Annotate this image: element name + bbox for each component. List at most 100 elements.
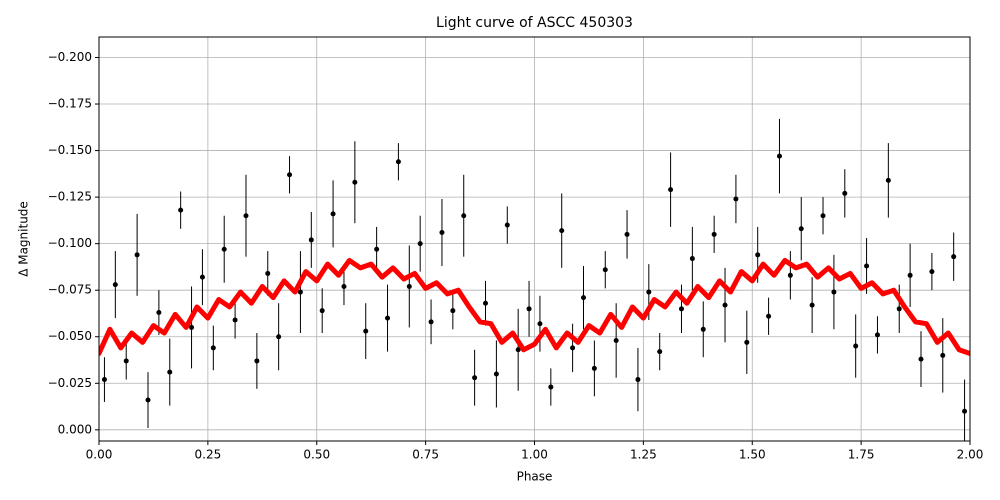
data-point bbox=[820, 213, 826, 219]
y-tick-label: −0.050 bbox=[48, 329, 92, 343]
y-tick-label: −0.175 bbox=[48, 97, 92, 111]
data-point bbox=[210, 345, 216, 351]
data-point bbox=[287, 172, 293, 178]
data-point bbox=[483, 300, 489, 306]
data-point bbox=[918, 356, 924, 362]
y-tick-label: −0.075 bbox=[48, 283, 92, 297]
data-point bbox=[167, 369, 173, 375]
y-axis-label: Δ Magnitude bbox=[17, 201, 31, 277]
data-point bbox=[809, 302, 815, 308]
data-point bbox=[678, 306, 684, 312]
data-point bbox=[504, 222, 510, 228]
x-tick-label: 0.25 bbox=[195, 448, 222, 462]
y-tick-label: −0.150 bbox=[48, 143, 92, 157]
data-point bbox=[341, 283, 347, 289]
data-point bbox=[929, 269, 935, 275]
data-point bbox=[624, 231, 630, 237]
ticks: 0.00 0.25 0.50 0.75 1.00 1.25 1.50 1.75 2.00 0.00… bbox=[48, 50, 984, 462]
data-point bbox=[744, 339, 750, 345]
data-point bbox=[428, 319, 434, 325]
x-tick-label: 0.75 bbox=[412, 448, 439, 462]
data-point bbox=[526, 306, 532, 312]
x-tick-label: 1.25 bbox=[630, 448, 657, 462]
data-point bbox=[221, 246, 227, 252]
data-point bbox=[776, 153, 782, 159]
data-point bbox=[123, 358, 129, 364]
data-point bbox=[842, 190, 848, 196]
data-point bbox=[178, 207, 184, 213]
data-point bbox=[493, 371, 499, 377]
x-tick-label: 1.75 bbox=[848, 448, 875, 462]
data-point bbox=[461, 213, 467, 219]
data-point bbox=[755, 252, 761, 258]
model-line bbox=[99, 257, 970, 356]
x-axis-label: Phase bbox=[517, 470, 553, 484]
data-point bbox=[635, 377, 641, 383]
data-point bbox=[689, 256, 695, 262]
data-point bbox=[199, 274, 205, 280]
data-point bbox=[319, 308, 325, 314]
data-point bbox=[406, 283, 412, 289]
data-point bbox=[722, 302, 728, 308]
data-point bbox=[798, 226, 804, 232]
data-point bbox=[439, 229, 445, 235]
data-point bbox=[591, 365, 597, 371]
data-point bbox=[515, 347, 521, 353]
data-point bbox=[548, 384, 554, 390]
data-point bbox=[885, 177, 891, 183]
data-point bbox=[602, 267, 608, 273]
data-point bbox=[657, 349, 663, 355]
data-point bbox=[766, 313, 772, 319]
data-point bbox=[559, 228, 565, 234]
data-point bbox=[962, 408, 968, 414]
data-point bbox=[297, 289, 303, 295]
data-point bbox=[363, 328, 369, 334]
data-point bbox=[276, 334, 282, 340]
grid bbox=[98, 37, 971, 441]
data-point bbox=[189, 324, 195, 330]
data-point bbox=[787, 272, 793, 278]
data-point bbox=[700, 326, 706, 332]
data-point bbox=[940, 352, 946, 358]
y-tick-label: −0.100 bbox=[48, 236, 92, 250]
data-point bbox=[352, 179, 358, 185]
data-point bbox=[831, 289, 837, 295]
y-tick-label: −0.025 bbox=[48, 376, 92, 390]
data-point bbox=[537, 321, 543, 327]
data-point bbox=[330, 211, 336, 217]
data-point bbox=[874, 332, 880, 338]
data-point bbox=[395, 159, 401, 165]
data-point bbox=[450, 308, 456, 314]
data-point bbox=[134, 252, 140, 258]
data-point bbox=[668, 187, 674, 193]
data-point bbox=[580, 295, 586, 301]
data-point bbox=[646, 289, 652, 295]
data-point bbox=[243, 213, 249, 219]
y-tick-label: −0.125 bbox=[48, 190, 92, 204]
plot-area bbox=[99, 118, 970, 441]
x-tick-label: 1.50 bbox=[739, 448, 766, 462]
data-point bbox=[853, 343, 859, 349]
data-point bbox=[145, 397, 151, 403]
data-point bbox=[417, 241, 423, 247]
data-point bbox=[711, 231, 717, 237]
data-point bbox=[907, 272, 913, 278]
chart-title: Light curve of ASCC 450303 bbox=[436, 15, 633, 31]
data-point bbox=[896, 306, 902, 312]
data-point bbox=[232, 317, 238, 323]
y-tick-label: 0.000 bbox=[58, 422, 92, 436]
data-point bbox=[254, 358, 260, 364]
data-point bbox=[951, 254, 957, 260]
data-point bbox=[385, 315, 391, 321]
data-point bbox=[864, 263, 870, 269]
data-point bbox=[613, 337, 619, 343]
data-point bbox=[733, 196, 739, 202]
x-tick-label: 0.00 bbox=[86, 448, 113, 462]
data-point bbox=[472, 375, 478, 381]
data-point bbox=[156, 310, 162, 316]
data-point bbox=[374, 246, 380, 252]
x-tick-label: 0.50 bbox=[303, 448, 330, 462]
x-tick-label: 1.00 bbox=[521, 448, 548, 462]
